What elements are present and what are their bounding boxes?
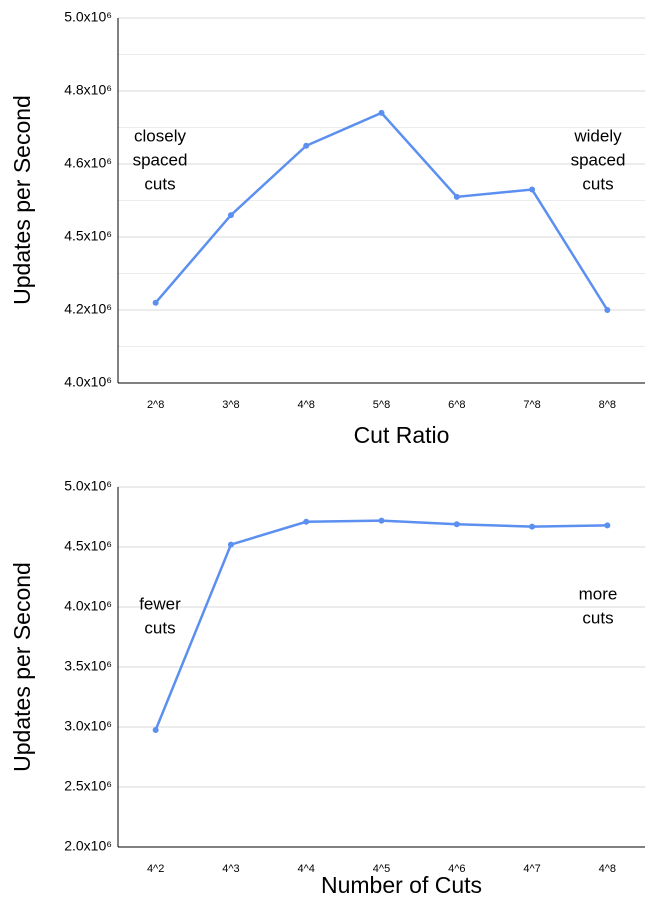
x-tick-label: 4^4 (298, 863, 315, 875)
chart: 4.0x10⁶ 4.2x10⁶ 4.5x10⁶ 4.6x10⁶ 4.8x10⁶ 5.0x1… (9, 9, 645, 448)
y-tick-label: 5.0x10⁶ (64, 478, 112, 494)
data-line (154, 111, 609, 311)
y-tick-label: 4.5x10⁶ (64, 228, 112, 244)
annotation: more (579, 584, 618, 603)
y-tick-label: 5.0x10⁶ (64, 9, 112, 25)
annotation: spaced (133, 150, 188, 169)
data-point (529, 186, 536, 193)
x-axis-title: Number of Cuts (321, 872, 482, 898)
x-tick-label: 5^8 (373, 399, 390, 411)
y-tick-label: 3.0x10⁶ (64, 718, 112, 734)
x-tick-label: 4^6 (448, 863, 465, 875)
y-axis-title: Updates per Second (9, 95, 35, 305)
x-tick-label: 8^8 (599, 399, 616, 411)
x-tick-label: 4^8 (599, 863, 616, 875)
y-tick-label: 4.5x10⁶ (64, 538, 112, 554)
data-point (604, 307, 611, 313)
x-axis-title: Cut Ratio (354, 422, 450, 448)
annotation: cuts (582, 174, 613, 193)
x-tick-label: 4^8 (298, 399, 315, 411)
data-point (378, 109, 385, 116)
y-tick-label: 4.8x10⁶ (64, 82, 112, 98)
data-point (303, 518, 310, 525)
data-point (604, 522, 611, 529)
data-line (154, 519, 608, 731)
annotation: cuts (144, 174, 175, 193)
data-point (152, 727, 159, 733)
data-point (453, 521, 460, 528)
data-point (529, 523, 536, 530)
y-tick-label: 3.5x10⁶ (64, 658, 112, 674)
data-point (152, 299, 159, 306)
data-point (227, 541, 234, 548)
annotation: fewer (139, 594, 181, 613)
y-tick-label: 4.2x10⁶ (64, 301, 112, 317)
y-tick-label: 2.0x10⁶ (64, 838, 112, 854)
x-tick-label: 4^2 (147, 863, 164, 875)
annotation: closely (134, 126, 186, 145)
chart: 2.0x10⁶ 2.5x10⁶ 3.0x10⁶ 3.5x10⁶ 4.0x10⁶ 4.5x1… (9, 478, 645, 898)
annotation: cuts (144, 618, 175, 637)
annotation: spaced (571, 150, 626, 169)
x-tick-label: 2^8 (147, 399, 164, 411)
y-tick-label: 4.6x10⁶ (64, 155, 112, 171)
x-tick-label: 4^3 (222, 863, 239, 875)
x-tick-label: 6^8 (448, 399, 465, 411)
data-point (453, 193, 460, 200)
x-tick-label: 3^8 (222, 399, 239, 411)
y-tick-label: 2.5x10⁶ (64, 778, 112, 794)
data-point (227, 212, 234, 219)
y-tick-label: 4.0x10⁶ (64, 598, 112, 614)
x-tick-label: 4^5 (373, 863, 390, 875)
x-tick-label: 7^8 (523, 399, 540, 411)
y-tick-label: 4.0x10⁶ (64, 374, 112, 390)
data-point (378, 517, 385, 524)
x-tick-label: 4^7 (523, 863, 540, 875)
y-axis-title: Updates per Second (9, 562, 35, 772)
annotation: cuts (582, 608, 613, 627)
data-point (303, 142, 310, 149)
annotation: widely (573, 126, 622, 145)
